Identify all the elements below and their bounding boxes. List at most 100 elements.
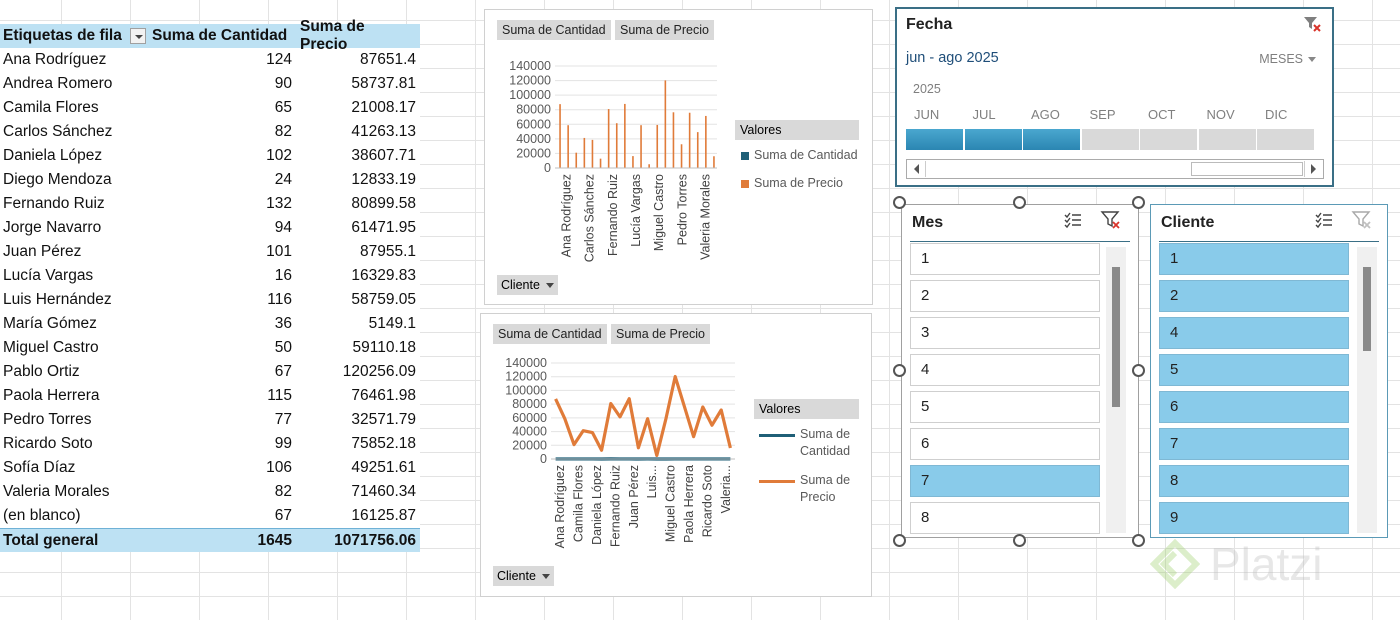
slicer-mes[interactable]: Mes 1 2 3 4 5 6 7 8 xyxy=(901,204,1139,538)
clear-filter-icon[interactable] xyxy=(1100,209,1122,231)
slicer-mes-scrollbar[interactable] xyxy=(1106,247,1126,533)
resize-handle[interactable] xyxy=(1013,534,1026,547)
bar-precio[interactable] xyxy=(607,109,610,168)
price-header[interactable]: Suma de Precio xyxy=(300,18,365,53)
total-row[interactable]: Total general 1645 1071756.06 xyxy=(0,528,420,552)
field-button-precio[interactable]: Suma de Precio xyxy=(615,20,714,40)
timeline-scrollbar[interactable] xyxy=(906,159,1324,179)
bar-precio[interactable] xyxy=(640,125,642,168)
resize-handle[interactable] xyxy=(1132,364,1145,377)
resize-handle[interactable] xyxy=(893,196,906,209)
resize-handle[interactable] xyxy=(893,534,906,547)
slicer-item-5[interactable]: 5 xyxy=(910,391,1100,423)
axis-field-button-cliente[interactable]: Cliente xyxy=(497,275,558,295)
slicer-item-9[interactable]: 9 xyxy=(1159,502,1349,534)
slicer-item-4[interactable]: 4 xyxy=(1159,317,1349,349)
bar-precio[interactable] xyxy=(591,139,594,168)
scroll-thumb[interactable] xyxy=(1191,162,1303,176)
bar-precio[interactable] xyxy=(705,115,707,168)
timeline-month-bar[interactable] xyxy=(1198,129,1256,150)
slicer-item-6[interactable]: 6 xyxy=(1159,391,1349,423)
slicer-cliente-scrollbar[interactable] xyxy=(1357,247,1377,533)
bar-precio[interactable] xyxy=(680,144,683,168)
pivot-row[interactable]: Diego Mendoza 24 12833.19 xyxy=(0,168,420,192)
qty-header[interactable]: Suma de Cantidad xyxy=(152,27,288,44)
bar-precio[interactable] xyxy=(615,123,618,168)
slicer-mes-scroll-thumb[interactable] xyxy=(1112,267,1120,407)
timeline-month-bar[interactable] xyxy=(964,129,1022,150)
resize-handle[interactable] xyxy=(1132,196,1145,209)
timeline-month-bar[interactable] xyxy=(1081,129,1139,150)
pivot-bar-chart[interactable]: Suma de Cantidad Suma de Precio 140000 12… xyxy=(484,9,873,305)
slicer-cliente-scroll-thumb[interactable] xyxy=(1363,267,1371,351)
slicer-item-7[interactable]: 7 xyxy=(910,465,1100,497)
slicer-item-5[interactable]: 5 xyxy=(1159,354,1349,386)
pivot-row[interactable]: Daniela López 102 38607.71 xyxy=(0,144,420,168)
pivot-row[interactable]: Paola Herrera 115 76461.98 xyxy=(0,384,420,408)
resize-handle[interactable] xyxy=(1013,196,1026,209)
pivot-row[interactable]: Ana Rodríguez 124 87651.4 xyxy=(0,48,420,72)
bar-precio[interactable] xyxy=(664,80,667,168)
pivot-row[interactable]: Andrea Romero 90 58737.81 xyxy=(0,72,420,96)
timeline-month-bar[interactable] xyxy=(906,129,963,150)
timeline-fecha[interactable]: Fecha jun - ago 2025 MESES 2025 JUN JUL AG… xyxy=(895,7,1334,187)
scroll-left-icon[interactable] xyxy=(908,161,926,177)
bar-precio[interactable] xyxy=(713,156,715,168)
slicer-item-6[interactable]: 6 xyxy=(910,428,1100,460)
axis-field-button-cliente-2[interactable]: Cliente xyxy=(493,566,554,586)
field-button-precio-2[interactable]: Suma de Precio xyxy=(611,324,710,344)
pivot-row[interactable]: Pablo Ortiz 67 120256.09 xyxy=(0,360,420,384)
timeline-level-dropdown[interactable]: MESES xyxy=(1259,52,1316,66)
bar-precio[interactable] xyxy=(696,132,699,168)
pivot-row[interactable]: Juan Pérez 101 87955.1 xyxy=(0,240,420,264)
bar-precio[interactable] xyxy=(632,156,634,168)
pivot-row[interactable]: Carlos Sánchez 82 41263.13 xyxy=(0,120,420,144)
line-series-precio[interactable] xyxy=(554,374,732,458)
field-button-cantidad-2[interactable]: Suma de Cantidad xyxy=(493,324,607,344)
field-button-cantidad[interactable]: Suma de Cantidad xyxy=(497,20,611,40)
pivot-row[interactable]: Ricardo Soto 99 75852.18 xyxy=(0,432,420,456)
pivot-row[interactable]: Lucía Vargas 16 16329.83 xyxy=(0,264,420,288)
filter-dropdown-icon[interactable] xyxy=(130,28,146,44)
bar-precio[interactable] xyxy=(688,112,691,168)
bar-precio[interactable] xyxy=(575,152,578,168)
clear-filter-icon[interactable] xyxy=(1351,209,1373,231)
slicer-cliente[interactable]: Cliente 1 2 4 5 6 7 8 9 xyxy=(1150,204,1388,538)
slicer-item-8[interactable]: 8 xyxy=(910,502,1100,534)
pivot-row[interactable]: Fernando Ruiz 132 80899.58 xyxy=(0,192,420,216)
pivot-row[interactable]: Jorge Navarro 94 61471.95 xyxy=(0,216,420,240)
resize-handle[interactable] xyxy=(893,364,906,377)
bar-precio[interactable] xyxy=(559,104,561,168)
clear-filter-icon[interactable] xyxy=(1302,14,1322,34)
resize-handle[interactable] xyxy=(1132,534,1145,547)
slicer-item-7[interactable]: 7 xyxy=(1159,428,1349,460)
bar-precio[interactable] xyxy=(567,125,569,168)
pivot-row[interactable]: Camila Flores 65 21008.17 xyxy=(0,96,420,120)
slicer-item-2[interactable]: 2 xyxy=(1159,280,1349,312)
bar-precio[interactable] xyxy=(624,103,626,168)
timeline-month-bar[interactable] xyxy=(1140,129,1197,150)
slicer-item-8[interactable]: 8 xyxy=(1159,465,1349,497)
timeline-month-bar[interactable] xyxy=(1023,129,1080,150)
bar-precio[interactable] xyxy=(583,137,586,168)
pivot-line-chart[interactable]: Suma de Cantidad Suma de Precio 140000 12… xyxy=(480,313,872,597)
pivot-row[interactable]: Valeria Morales 82 71460.34 xyxy=(0,480,420,504)
pivot-row[interactable]: Miguel Castro 50 59110.18 xyxy=(0,336,420,360)
bar-precio[interactable] xyxy=(599,158,602,168)
multi-select-icon[interactable] xyxy=(1062,209,1084,231)
slicer-item-2[interactable]: 2 xyxy=(910,280,1100,312)
bar-precio[interactable] xyxy=(656,124,659,168)
bar-precio[interactable] xyxy=(648,164,650,168)
slicer-item-3[interactable]: 3 xyxy=(910,317,1100,349)
slicer-item-1[interactable]: 1 xyxy=(1159,243,1349,275)
pivot-row[interactable]: Luis Hernández 116 58759.05 xyxy=(0,288,420,312)
timeline-month-bar[interactable] xyxy=(1257,129,1314,150)
scroll-right-icon[interactable] xyxy=(1304,161,1322,177)
bar-precio[interactable] xyxy=(672,112,675,168)
pivot-row[interactable]: Sofía Díaz 106 49251.61 xyxy=(0,456,420,480)
slicer-item-4[interactable]: 4 xyxy=(910,354,1100,386)
multi-select-icon[interactable] xyxy=(1313,209,1335,231)
pivot-row[interactable]: María Gómez 36 5149.1 xyxy=(0,312,420,336)
row-labels-header[interactable]: Etiquetas de fila xyxy=(0,27,148,45)
slicer-item-1[interactable]: 1 xyxy=(910,243,1100,275)
